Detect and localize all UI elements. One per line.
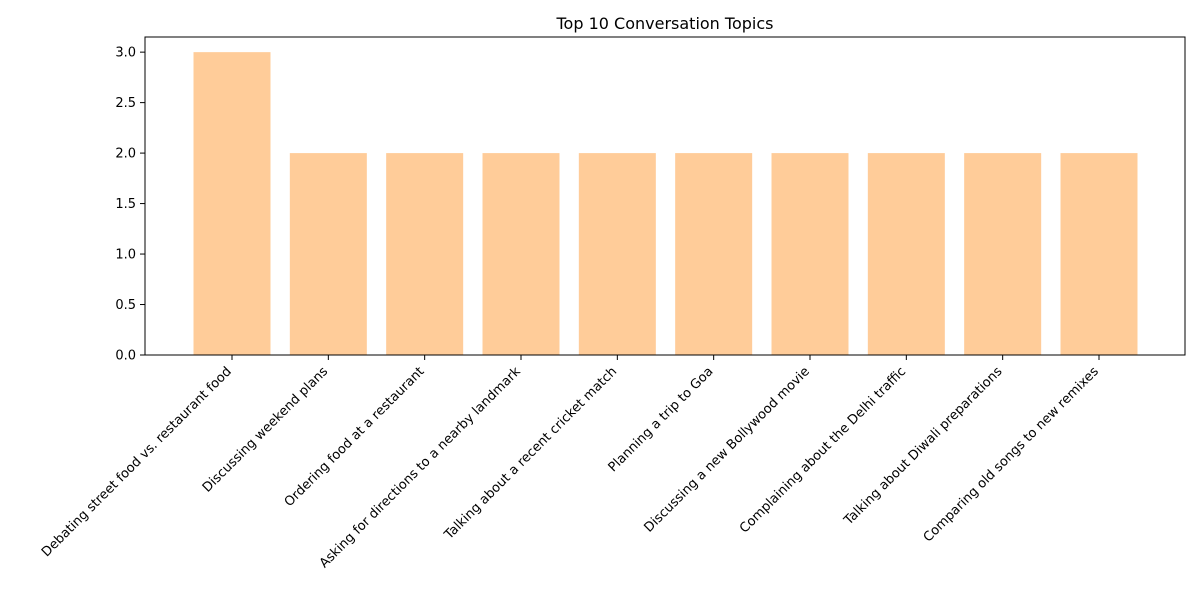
y-tick-label: 1.0	[115, 248, 136, 263]
bar	[578, 153, 656, 355]
y-tick-label: 0.0	[115, 349, 136, 364]
x-axis: Debating street food vs. restaurant food…	[39, 355, 1102, 571]
x-tick-label: Talking about a recent cricket match	[441, 364, 620, 543]
x-tick-label: Complaining about the Delhi traffic	[737, 364, 909, 536]
bars-group	[193, 52, 1138, 355]
bar	[675, 153, 753, 355]
bar	[193, 52, 271, 355]
x-tick-label: Asking for directions to a nearby landma…	[317, 364, 524, 571]
x-tick-label: Discussing a new Bollywood movie	[641, 364, 812, 535]
bar	[1060, 153, 1138, 355]
bar	[289, 153, 367, 355]
x-tick-label: Comparing old songs to new remixes	[921, 364, 1102, 545]
bar	[771, 153, 849, 355]
y-tick-label: 1.5	[115, 197, 136, 212]
y-tick-label: 0.5	[115, 298, 136, 313]
y-tick-label: 2.0	[115, 147, 136, 162]
bar	[867, 153, 945, 355]
y-tick-label: 3.0	[115, 46, 136, 61]
x-tick-label: Talking about Diwali preparations	[841, 364, 1006, 529]
x-tick-label: Planning a trip to Goa	[606, 364, 717, 475]
y-axis: 0.0 0.5 1.0 1.5 2.0 2.5 3.0	[115, 46, 145, 364]
y-tick-label: 2.5	[115, 96, 136, 111]
bar	[386, 153, 464, 355]
chart-title: Top 10 Conversation Topics	[556, 14, 774, 33]
x-tick-label: Debating street food vs. restaurant food	[39, 364, 235, 560]
bar	[964, 153, 1042, 355]
bar	[482, 153, 560, 355]
plot-frame	[144, 36, 1186, 356]
